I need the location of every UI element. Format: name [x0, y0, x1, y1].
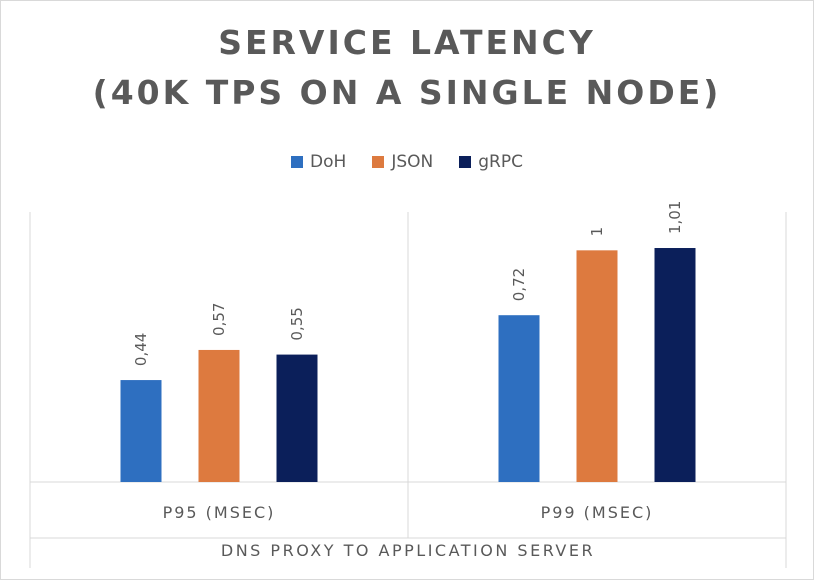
bar-json-p99 — [576, 250, 618, 482]
legend-label-grpc: gRPC — [478, 152, 523, 172]
legend: DoH JSON gRPC — [0, 152, 814, 172]
bar-json-p95 — [198, 349, 240, 482]
legend-label-doh: DoH — [310, 152, 347, 172]
bar-doh-p95 — [120, 380, 162, 482]
data-labels: 0,44 0,57 0,55 0,72 1 1,01 — [132, 201, 684, 366]
x-tick-label-p99: P99 (MSEC) — [541, 503, 654, 522]
legend-swatch-grpc — [459, 156, 472, 168]
x-tick-label-p95: P95 (MSEC) — [163, 503, 276, 522]
bars — [120, 248, 696, 482]
legend-swatch-json — [372, 156, 385, 168]
legend-entry-doh: DoH — [291, 152, 346, 172]
chart-title-line-2: (40K TPS ON A SINGLE NODE) — [92, 73, 722, 112]
legend-entry-json: JSON — [372, 152, 433, 172]
data-label-json-p99: 1 — [588, 227, 606, 237]
data-label-grpc-p99: 1,01 — [666, 201, 684, 234]
x-group-label: DNS PROXY TO APPLICATION SERVER — [221, 541, 595, 560]
data-label-doh-p95: 0,44 — [132, 333, 150, 366]
data-label-json-p95: 0,57 — [210, 303, 228, 336]
legend-label-json: JSON — [391, 152, 434, 172]
data-label-doh-p99: 0,72 — [510, 268, 528, 301]
legend-swatch-doh — [291, 156, 304, 168]
chart-title: SERVICE LATENCY (40K TPS ON A SINGLE NOD… — [0, 18, 814, 118]
bar-doh-p99 — [498, 315, 540, 482]
bar-grpc-p95 — [276, 354, 318, 482]
chart-title-line-1: SERVICE LATENCY — [218, 23, 596, 62]
data-label-grpc-p95: 0,55 — [288, 307, 306, 340]
bar-grpc-p99 — [654, 248, 696, 482]
legend-entry-grpc: gRPC — [459, 152, 523, 172]
